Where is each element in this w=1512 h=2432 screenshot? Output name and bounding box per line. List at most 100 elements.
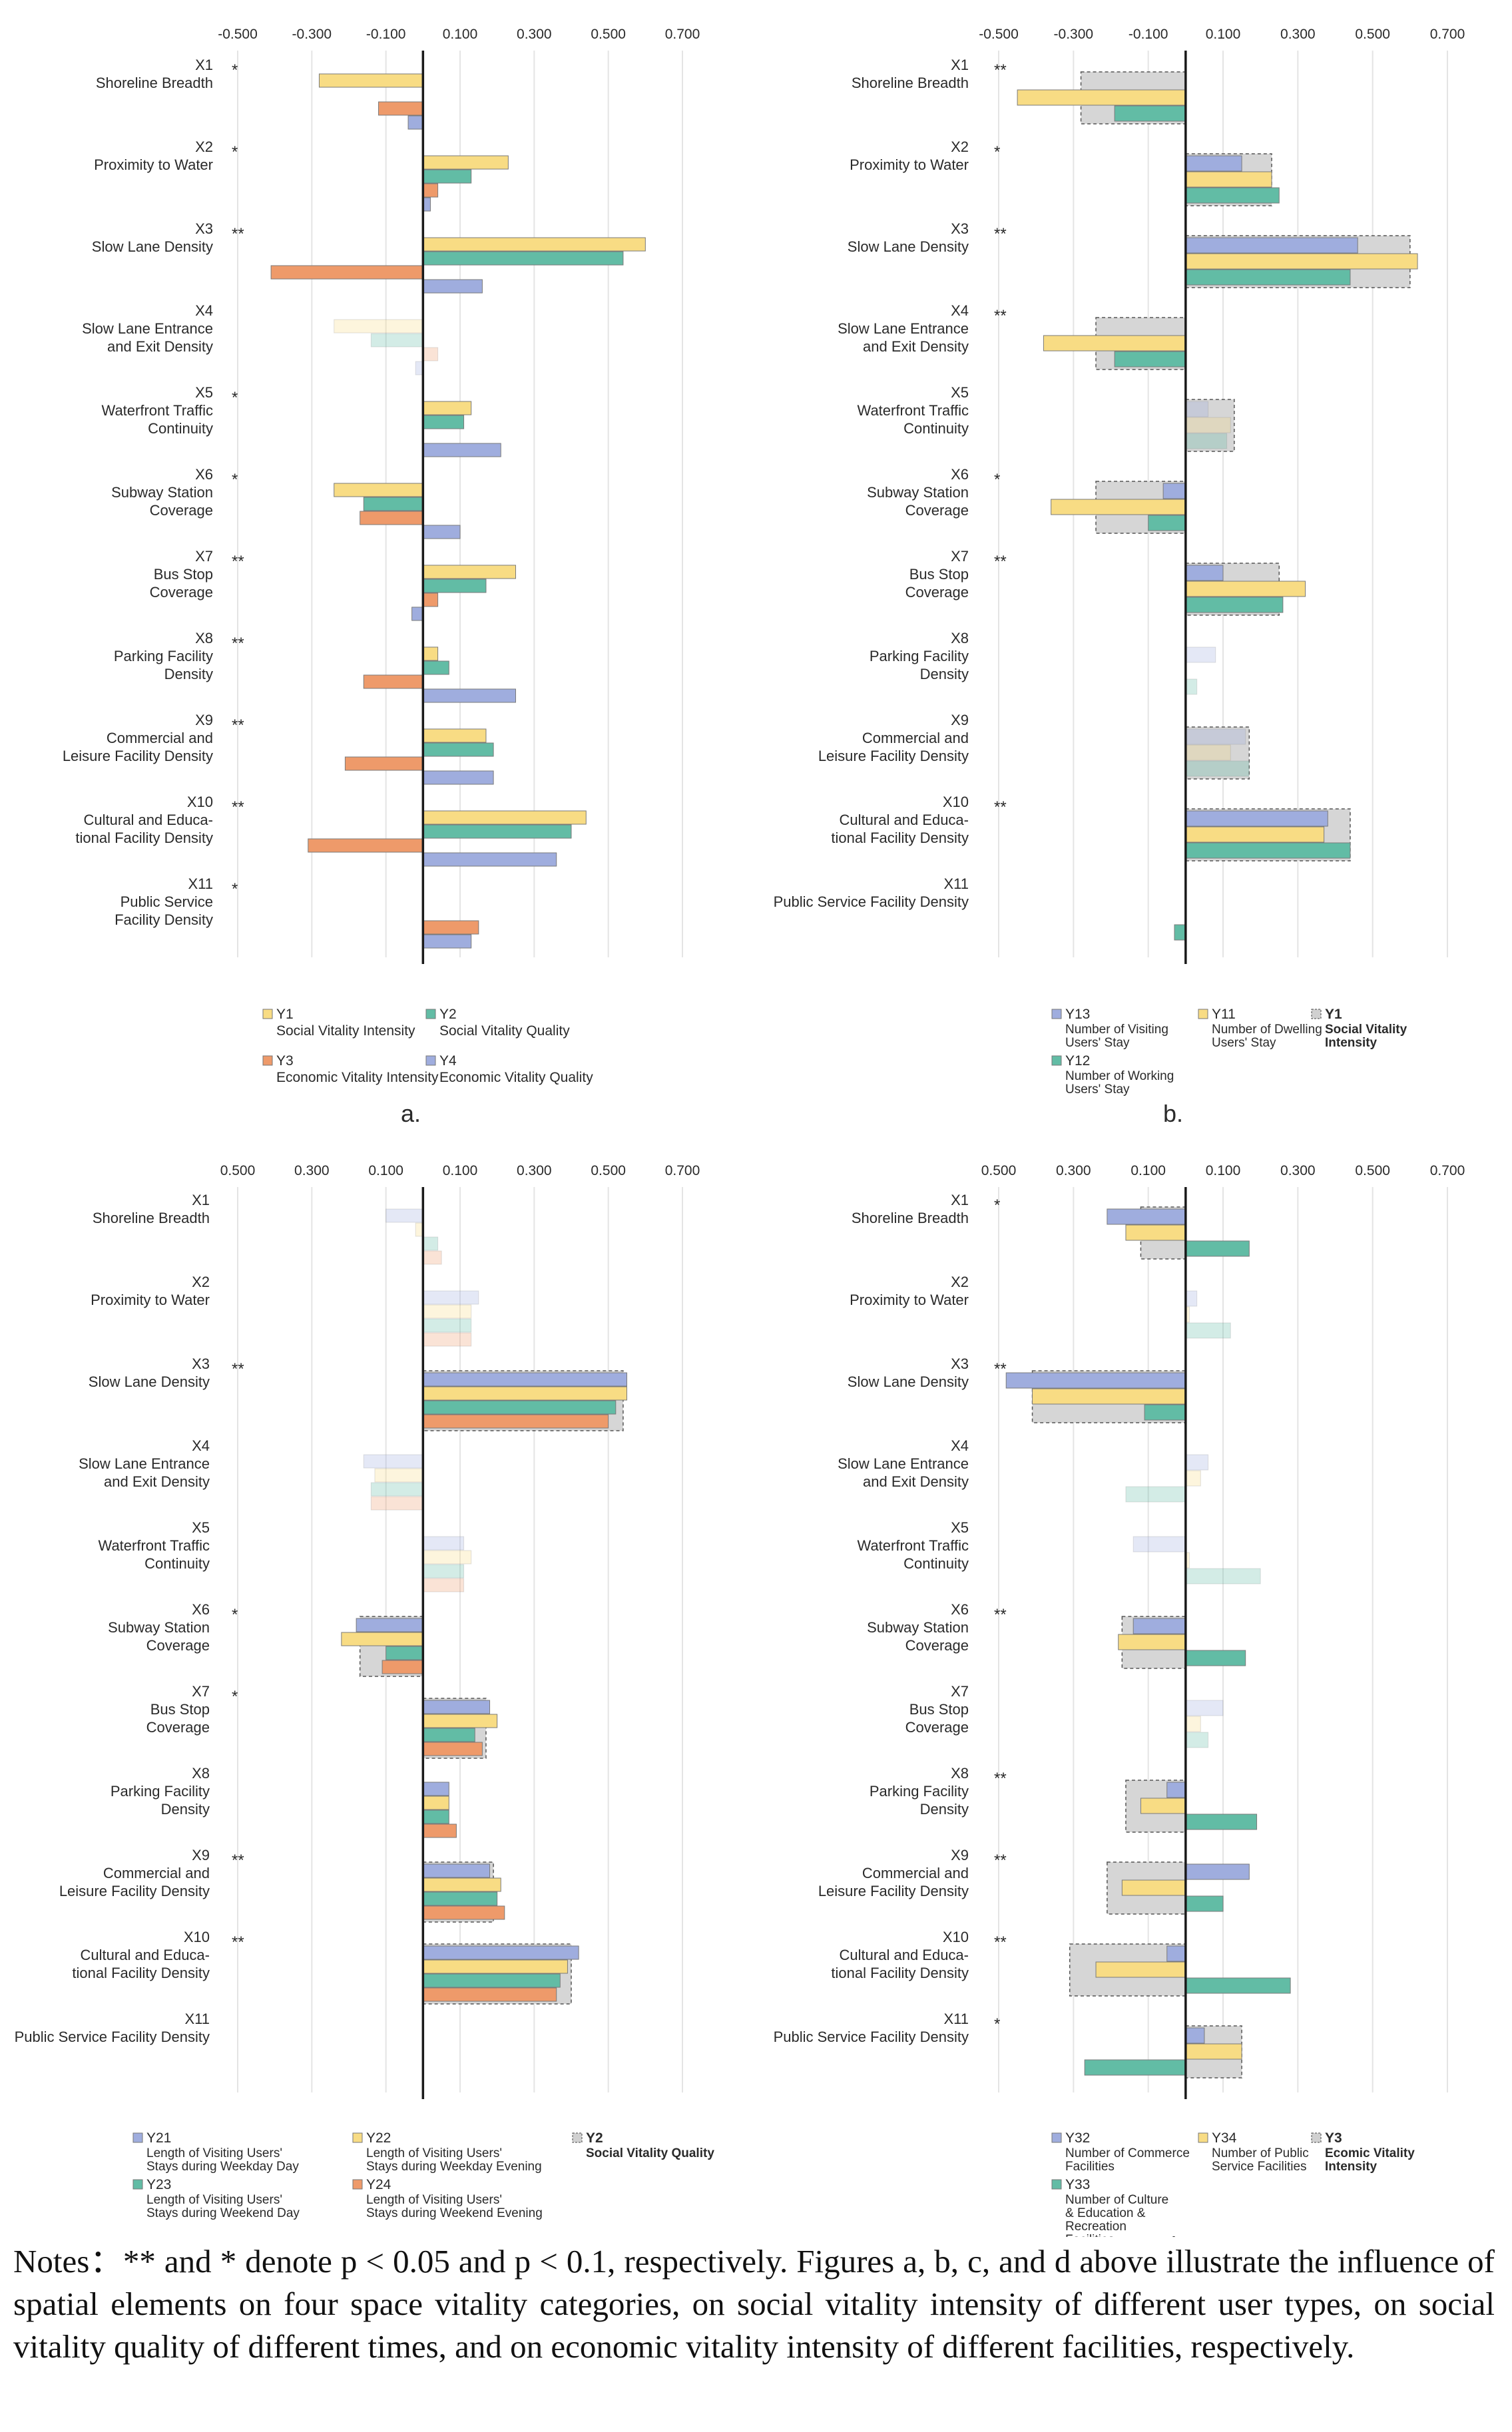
legend-swatch [352, 2179, 363, 2190]
bar-y13-x9 [1185, 728, 1246, 745]
bar-y34-x10 [1095, 1961, 1186, 1978]
bar-y13-x6 [1162, 483, 1186, 499]
bar-y4-x1 [407, 115, 423, 130]
category-code: X6 [951, 1601, 969, 1618]
significance-mark: ** [994, 1770, 1007, 1788]
bar-y23-x10 [422, 1973, 561, 1988]
legend-code: Y32 [1065, 2130, 1090, 2146]
legend-swatch [1051, 1009, 1062, 1019]
category-label: tional Facility Density [72, 1965, 210, 1981]
category-code: X11 [943, 2011, 969, 2027]
category-label: Proximity to Water [850, 1292, 969, 1308]
significance-mark: ** [994, 61, 1007, 79]
bar-y24-x9 [422, 1905, 505, 1920]
category-label: Waterfront Traffic [858, 402, 969, 419]
bar-y4-x9 [422, 770, 494, 785]
category-label: tional Facility Density [831, 830, 969, 846]
category-label: Cultural and Educa- [81, 1947, 210, 1963]
bar-y12-x4 [1114, 351, 1186, 367]
significance-mark: * [232, 471, 238, 489]
bar-y13-x5 [1185, 401, 1209, 417]
category-label: Slow Lane Entrance [82, 320, 213, 337]
x-tick-label: 0.100 [443, 27, 478, 42]
x-tick-label: 0.100 [1131, 1163, 1166, 1178]
bar-y2-x6 [363, 497, 423, 511]
legend-code: Y1 [1325, 1007, 1342, 1022]
legend-label: Number of Dwelling [1212, 1023, 1322, 1037]
category-code: X1 [192, 1192, 210, 1208]
bar-y11-x9 [1185, 744, 1231, 761]
legend-code: Y4 [439, 1053, 457, 1069]
bar-y21-x7 [422, 1700, 491, 1714]
bar-y34-x1 [1125, 1224, 1186, 1241]
bar-y12-x1 [1114, 105, 1186, 122]
category-code: X6 [951, 466, 969, 483]
category-label: Density [164, 666, 213, 682]
x-tick-label: -0.300 [1054, 27, 1094, 42]
bar-y1-x9 [422, 728, 487, 743]
category-code: X10 [187, 794, 213, 810]
category-code: X9 [951, 712, 969, 728]
bar-y32-x7 [1185, 1700, 1224, 1716]
bar-y21-x2 [422, 1290, 479, 1305]
category-code: X3 [192, 1355, 210, 1372]
significance-mark: * [232, 143, 238, 161]
legend-label: Users' Stay [1065, 1083, 1130, 1096]
bar-y3-x11 [422, 920, 479, 935]
legend-swatch [1311, 2132, 1322, 2143]
chart-panel-a: -0.500 -0.300 -0.100 0.100 0.300 0.500 0.700 X1… [63, 27, 700, 1127]
category-label: Parking Facility [111, 1783, 210, 1800]
bar-y2-x3 [422, 251, 624, 266]
bar-y1-x2 [422, 155, 509, 170]
bar-y23-x2 [422, 1318, 472, 1333]
bar-y3-x6 [360, 511, 423, 525]
category-code: X9 [192, 1847, 210, 1863]
bar-y3-x8 [363, 674, 423, 689]
significance-mark: ** [232, 1851, 244, 1869]
bar-y33-x4 [1125, 1486, 1186, 1503]
bar-y33-x8 [1185, 1814, 1258, 1830]
bar-y34-x3 [1032, 1388, 1186, 1405]
category-code: X11 [943, 875, 969, 892]
legend-label: Number of Public [1212, 2146, 1309, 2160]
bar-y3-x7 [422, 593, 439, 607]
category-label: Public Service Facility Density [15, 2029, 210, 2045]
x-tick-label: 0.300 [517, 27, 552, 42]
bar-y1-x4 [334, 319, 423, 334]
bar-y13-x8 [1185, 646, 1216, 663]
category-label: Public Service [121, 893, 213, 910]
significance-mark: ** [232, 716, 244, 734]
significance-mark: ** [994, 1360, 1007, 1378]
category-label: Bus Stop [909, 1701, 969, 1718]
category-code: X8 [951, 630, 969, 646]
significance-mark: ** [994, 553, 1007, 571]
bar-y34-x9 [1121, 1879, 1186, 1896]
legend-label: Social Vitality Quality [439, 1023, 570, 1039]
legend-label: Length of Visiting Users' [146, 2193, 282, 2207]
category-label: Waterfront Traffic [858, 1537, 969, 1554]
category-label: and Exit Density [863, 1473, 969, 1490]
bar-y1-x5 [422, 401, 472, 415]
category-label: Continuity [148, 420, 213, 437]
category-label: Parking Facility [870, 648, 969, 664]
bar-y11-x6 [1051, 499, 1186, 515]
bar-y21-x5 [422, 1536, 465, 1551]
category-code: X11 [188, 875, 213, 892]
category-code: X3 [195, 220, 213, 237]
category-code: X5 [195, 384, 213, 401]
legend-label: Users' Stay [1212, 1036, 1276, 1050]
panel-label: b. [1163, 1100, 1183, 1127]
category-label: Coverage [905, 1719, 969, 1736]
legend-swatch [132, 2132, 143, 2143]
x-tick-label: 0.500 [1355, 27, 1390, 42]
category-label: Cultural and Educa- [840, 1947, 969, 1963]
bar-y13-x10 [1185, 810, 1328, 827]
category-code: X4 [195, 302, 213, 319]
bar-y32-x1 [1107, 1208, 1186, 1225]
x-tick-label: -0.100 [366, 27, 406, 42]
legend-code: Y3 [1325, 2130, 1342, 2146]
bar-y4-x7 [411, 607, 423, 621]
bar-y34-x4 [1185, 1470, 1201, 1487]
x-tick-label: 0.500 [220, 1163, 256, 1178]
legend-code: Y1 [276, 1007, 294, 1022]
